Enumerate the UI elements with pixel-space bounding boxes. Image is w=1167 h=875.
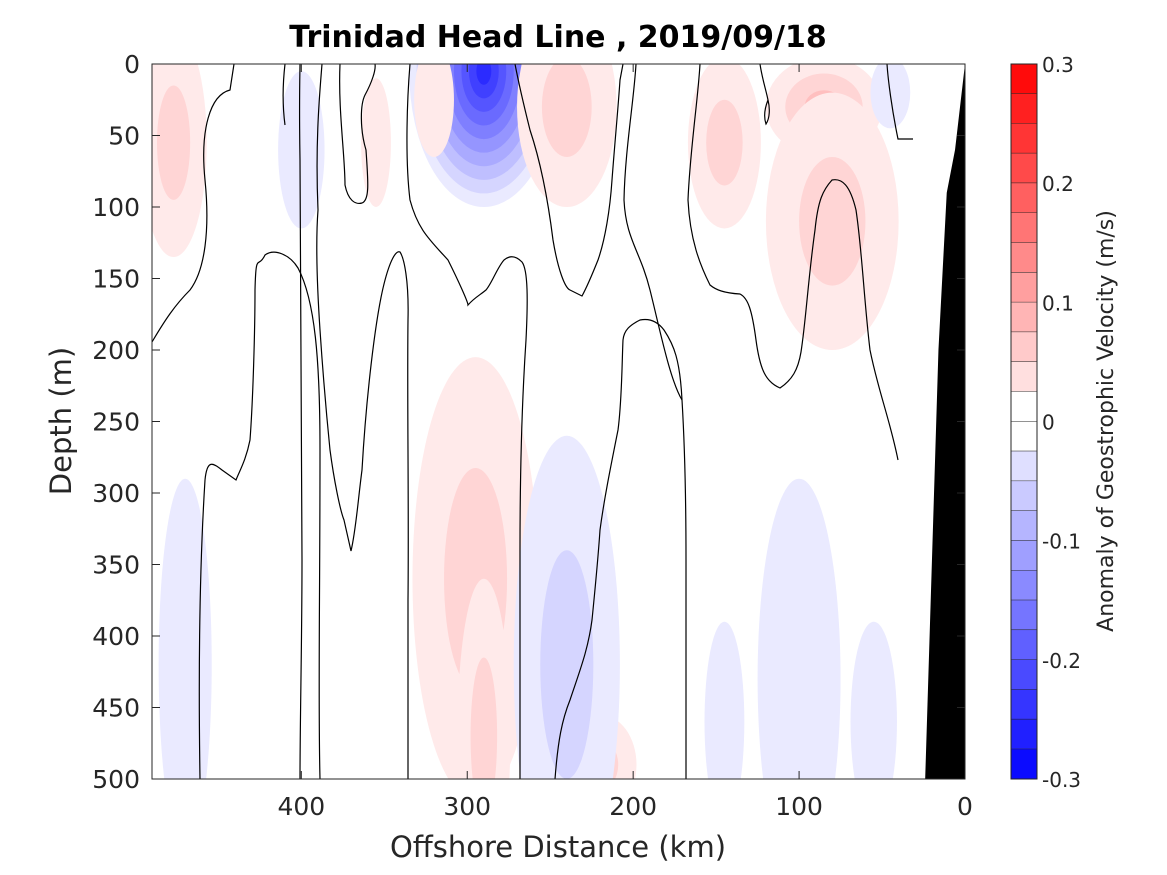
colorbar-band: [1011, 302, 1037, 333]
anomaly-fields: [152, 64, 911, 779]
zero-contour: [514, 64, 624, 297]
anomaly-band: [541, 64, 592, 157]
colorbar-band: [1011, 153, 1037, 184]
zero-contour: [554, 318, 687, 779]
zero-contour: [152, 64, 235, 343]
colorbar-band: [1011, 421, 1037, 452]
anomaly-band: [476, 64, 492, 85]
plot-area: 400 300 200 100 0 0 50 100 150 200 250 300 350 400 45…: [92, 50, 973, 821]
colorbar-band: [1011, 540, 1037, 571]
colorbar-label: Anomaly of Geostrophic Velocity (m/s): [1094, 210, 1119, 632]
colorbar-tick-label: -0.3: [1042, 768, 1081, 792]
colorbar-tick-label: 0: [1042, 411, 1055, 435]
y-tick-label: 450: [92, 694, 140, 723]
colorbar-tick-label: 0.2: [1042, 172, 1074, 196]
anomaly-band: [850, 621, 897, 779]
zero-contour: [687, 64, 899, 461]
zero-contour: [623, 64, 683, 401]
colorbar-band: [1011, 630, 1037, 660]
x-tick-label: 400: [277, 792, 325, 821]
x-axis: 400 300 200 100 0: [277, 64, 973, 821]
x-axis-label: Offshore Distance (km): [390, 830, 726, 864]
colorbar-band: [1011, 242, 1037, 273]
colorbar-band: [1011, 451, 1037, 482]
colorbar-band: [1011, 183, 1037, 213]
y-tick-label: 200: [92, 336, 140, 365]
zero-contour: [282, 64, 286, 126]
bathymetry: [925, 64, 965, 779]
anomaly-band: [706, 99, 743, 186]
colorbar-band: [1011, 659, 1037, 690]
colorbar-band: [1011, 600, 1037, 631]
colorbar-tick-label: -0.2: [1042, 649, 1081, 673]
y-axis: 0 50 100 150 200 250 300 350 400 450 500: [92, 50, 965, 794]
y-tick-label: 350: [92, 551, 140, 580]
zero-contour: [759, 64, 770, 126]
colorbar-band: [1011, 361, 1037, 392]
y-tick-label: 100: [92, 193, 140, 222]
y-axis-label: Depth (m): [44, 347, 78, 495]
y-tick-label: 0: [124, 50, 140, 79]
zero-contour: [298, 64, 303, 779]
colorbar-band: [1011, 332, 1037, 362]
zero-contour: [886, 64, 913, 140]
colorbar-band: [1011, 570, 1037, 601]
colorbar-tick-label: 0.1: [1042, 291, 1074, 315]
y-tick-label: 250: [92, 408, 140, 437]
zero-contours: [152, 64, 913, 779]
colorbar-tick-label: -0.1: [1042, 530, 1081, 554]
y-tick-label: 300: [92, 479, 140, 508]
anomaly-band: [414, 64, 454, 157]
colorbar-band: [1011, 64, 1037, 94]
zero-contour: [339, 64, 376, 205]
anomaly-band: [156, 85, 191, 200]
colorbar-band: [1011, 749, 1037, 779]
anomaly-band: [361, 78, 391, 208]
colorbar-band: [1011, 391, 1037, 422]
seafloor: [925, 64, 965, 779]
colorbar-band: [1011, 272, 1037, 303]
x-tick-label: 0: [957, 792, 973, 821]
zero-contour: [198, 251, 321, 779]
anomaly-band: [704, 621, 745, 779]
colorbar-band: [1011, 719, 1037, 750]
y-tick-label: 150: [92, 265, 140, 294]
anomaly-band: [158, 478, 212, 779]
x-tick-label: 300: [443, 792, 491, 821]
anomaly-band: [470, 657, 498, 779]
y-tick-label: 500: [92, 765, 140, 794]
chart-title: Trinidad Head Line , 2019/09/18: [289, 20, 826, 55]
colorbar-band: [1011, 212, 1037, 243]
colorbar: 0.3 0.2 0.1 0 -0.1 -0.2 -0.3: [1010, 53, 1081, 792]
colorbar-band: [1011, 510, 1037, 541]
colorbar-band: [1011, 689, 1037, 720]
colorbar-band: [1011, 123, 1037, 154]
anomaly-band: [799, 156, 866, 286]
x-tick-label: 200: [609, 792, 657, 821]
colorbar-band: [1011, 93, 1037, 124]
y-tick-label: 400: [92, 622, 140, 651]
colorbar-frame: [1010, 63, 1038, 780]
anomaly-band: [540, 550, 594, 779]
y-tick-label: 50: [108, 122, 140, 151]
zero-contour: [316, 64, 409, 779]
colorbar-tick-label: 0.3: [1042, 53, 1074, 77]
x-tick-label: 100: [775, 792, 823, 821]
anomaly-band: [278, 71, 325, 229]
colorbar-band: [1011, 481, 1037, 511]
zero-contour: [406, 64, 528, 779]
anomaly-band: [757, 478, 841, 779]
